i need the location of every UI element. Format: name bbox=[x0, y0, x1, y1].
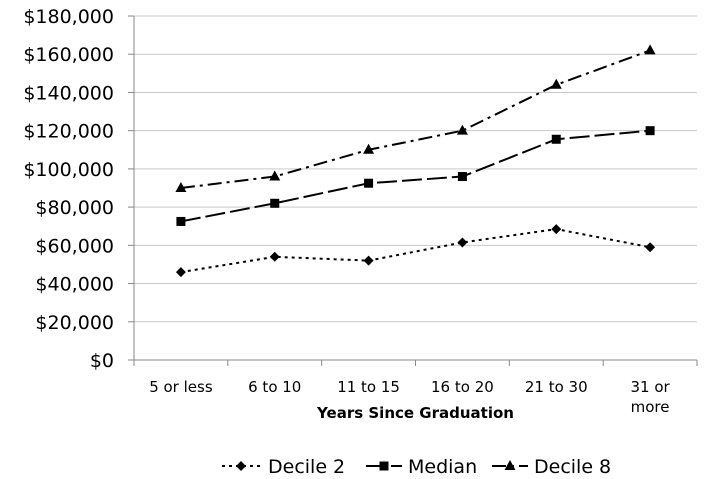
diamond-marker bbox=[457, 237, 468, 248]
legend-label: Decile 2 bbox=[268, 456, 345, 478]
x-tick-label-line: 16 to 20 bbox=[431, 378, 494, 396]
legend-label: Median bbox=[408, 456, 477, 478]
y-tick-label: $40,000 bbox=[35, 274, 114, 296]
triangle-marker bbox=[269, 170, 281, 181]
diamond-marker bbox=[645, 242, 656, 253]
y-tick-label: $80,000 bbox=[35, 197, 114, 219]
diamond-marker bbox=[363, 255, 374, 266]
series-line bbox=[180, 49, 651, 189]
x-tick-label-line: 5 or less bbox=[149, 378, 213, 396]
triangle-marker bbox=[456, 124, 468, 135]
x-tick-label: 21 to 30 bbox=[525, 378, 588, 396]
y-tick-label: $100,000 bbox=[23, 159, 114, 181]
x-axis-label: Years Since Graduation bbox=[316, 404, 514, 422]
axes bbox=[128, 15, 698, 366]
x-tick-label-line: more bbox=[631, 398, 670, 416]
x-axis-ticks: 5 or less 6 to 10 11 to 15 16 to 20 21 to 30… bbox=[149, 378, 670, 416]
legend-item: Median bbox=[366, 456, 477, 478]
series-decile-2 bbox=[175, 224, 656, 278]
legend-item: Decile 8 bbox=[492, 456, 611, 478]
triangle-marker bbox=[175, 182, 187, 192]
gridlines bbox=[134, 15, 697, 361]
x-tick-label-line: 31 or bbox=[630, 378, 670, 396]
x-tick-label: 31 or more bbox=[630, 378, 670, 416]
x-tick-label: 5 or less bbox=[149, 378, 213, 396]
square-marker bbox=[645, 126, 655, 136]
y-tick-label: $160,000 bbox=[23, 44, 114, 66]
x-tick-label-line: 21 to 30 bbox=[525, 378, 588, 396]
diamond-marker bbox=[551, 224, 562, 235]
square-marker bbox=[364, 178, 374, 188]
series-median bbox=[176, 126, 655, 226]
triangle-marker bbox=[504, 460, 516, 470]
x-tick-label-line: 6 to 10 bbox=[248, 378, 301, 396]
y-tick-label: $20,000 bbox=[35, 312, 114, 334]
square-marker bbox=[176, 216, 186, 226]
x-tick-label-line: 11 to 15 bbox=[337, 378, 400, 396]
series-decile-8 bbox=[175, 44, 656, 192]
series-line bbox=[180, 228, 651, 274]
triangle-marker bbox=[644, 44, 656, 55]
legend: Decile 2 Median Decile 8 bbox=[222, 456, 611, 478]
series-group bbox=[175, 44, 656, 278]
x-tick-label: 16 to 20 bbox=[431, 378, 494, 396]
x-tick-label: 11 to 15 bbox=[337, 378, 400, 396]
x-tick-label: 6 to 10 bbox=[248, 378, 301, 396]
diamond-marker bbox=[236, 461, 246, 471]
y-tick-label: $140,000 bbox=[23, 82, 114, 104]
legend-label: Decile 8 bbox=[534, 456, 611, 478]
legend-item: Decile 2 bbox=[222, 456, 345, 478]
square-marker bbox=[379, 461, 389, 471]
y-tick-label: $60,000 bbox=[35, 235, 114, 257]
y-tick-label: $0 bbox=[90, 350, 114, 372]
square-marker bbox=[551, 134, 561, 144]
y-tick-label: $180,000 bbox=[23, 6, 114, 28]
series-line bbox=[180, 129, 651, 223]
triangle-marker bbox=[363, 143, 375, 154]
diamond-marker bbox=[269, 251, 280, 262]
square-marker bbox=[457, 172, 467, 182]
diamond-marker bbox=[175, 267, 186, 278]
y-axis-ticks: $0 $20,000 $40,000 $60,000 $80,000 $100,000 $1… bbox=[23, 6, 114, 372]
y-tick-label: $120,000 bbox=[23, 121, 114, 143]
square-marker bbox=[270, 198, 280, 208]
triangle-marker bbox=[550, 78, 562, 89]
